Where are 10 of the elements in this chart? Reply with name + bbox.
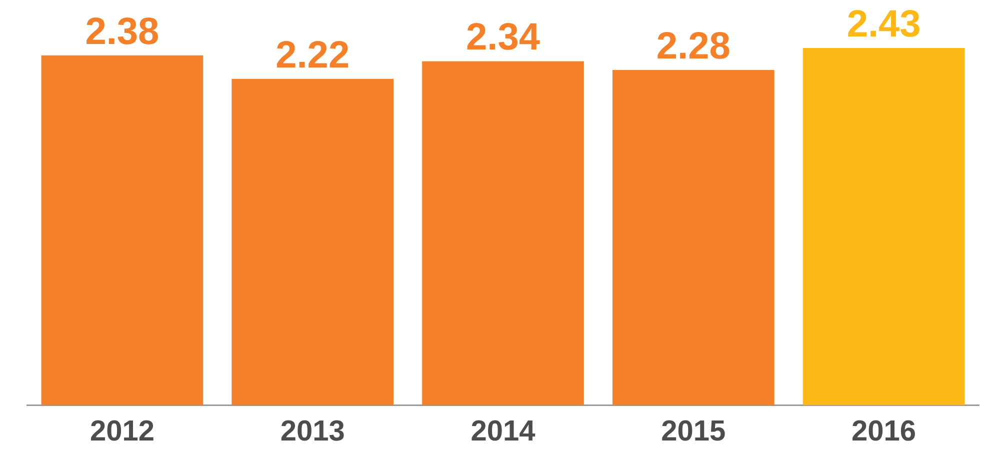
- data-label: 2.38: [85, 10, 160, 53]
- x-tick-label: 2016: [852, 416, 916, 448]
- x-tick-label: 2015: [661, 416, 726, 448]
- data-label: 2.34: [466, 16, 540, 59]
- x-tick-label: 2012: [90, 416, 154, 448]
- x-tick-label: 2014: [470, 416, 536, 448]
- x-tick-label: 2013: [280, 416, 345, 448]
- data-label: 2.28: [656, 26, 730, 68]
- data-label: 2.43: [846, 3, 921, 46]
- data-label: 2.22: [276, 34, 350, 76]
